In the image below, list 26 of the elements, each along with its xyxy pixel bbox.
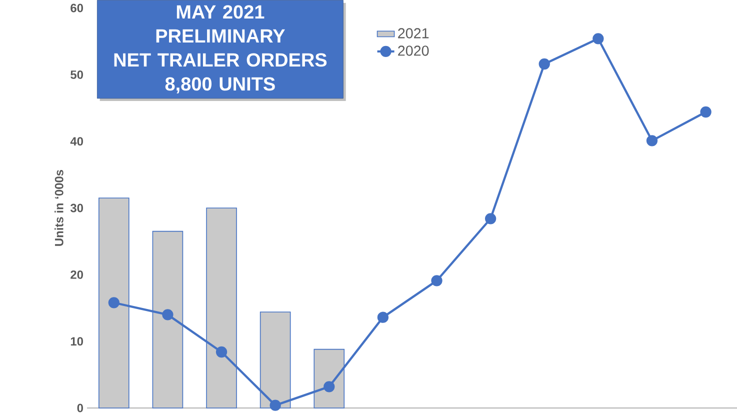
- point: [484, 213, 496, 224]
- y-tick-label: 30: [70, 204, 83, 212]
- annotation: NET TRAILER ORDERS: [114, 53, 327, 67]
- y-axis-title: Units in ‘000s: [54, 170, 64, 246]
- point: [108, 297, 120, 308]
- y-tick-label: 10: [70, 337, 83, 346]
- point: [162, 309, 174, 320]
- y-tick-label: 0: [77, 404, 83, 412]
- point: [324, 381, 335, 392]
- y-tick-label: 40: [70, 137, 83, 146]
- y-tick-label: 50: [70, 70, 83, 79]
- point: [377, 312, 389, 323]
- point: [270, 400, 281, 411]
- point: [700, 106, 712, 118]
- point: [431, 275, 442, 286]
- chart-title: MAY 2021: [176, 5, 264, 19]
- point: [592, 33, 604, 44]
- text: PRELIMINARY: [156, 29, 285, 42]
- point: [216, 346, 228, 358]
- annotation: 8,800 UNITS: [165, 77, 275, 94]
- legend-label: 2020: [398, 46, 429, 56]
- y-tick-label: 60: [70, 4, 83, 12]
- point: [646, 135, 658, 146]
- legend-label: 2021: [398, 28, 429, 38]
- point: [538, 58, 550, 70]
- y-tick-label: 20: [70, 270, 83, 279]
